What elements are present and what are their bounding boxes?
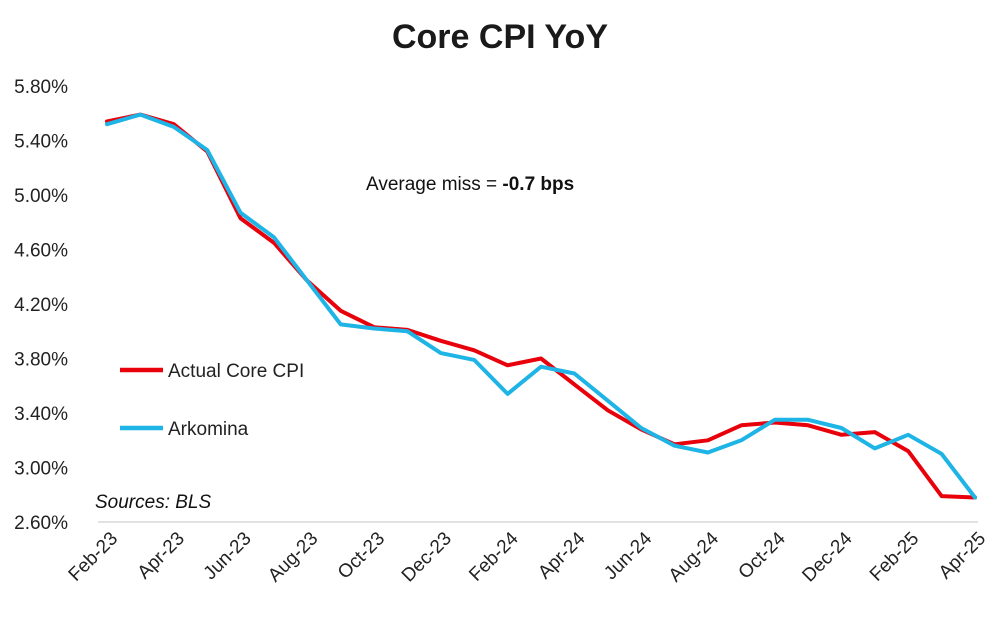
legend-label-arkomina: Arkomina: [168, 419, 249, 440]
x-tick-label: Apr-23: [134, 528, 189, 583]
x-tick-label: Dec-24: [798, 528, 856, 586]
source-note: Sources: BLS: [95, 492, 211, 513]
y-tick-label: 5.00%: [14, 186, 68, 207]
x-tick-label: Jun-23: [200, 528, 256, 584]
x-axis-ticks: Feb-23 Apr-23 Jun-23 Aug-23 Oct-23 Dec-23 Feb-…: [65, 528, 990, 586]
legend-label-actual: Actual Core CPI: [168, 361, 304, 382]
x-tick-label: Aug-24: [665, 528, 723, 586]
y-tick-label: 4.60%: [14, 241, 68, 262]
y-tick-label: 3.40%: [14, 404, 68, 425]
chart-title: Core CPI YoY: [392, 18, 608, 56]
average-miss-annotation: Average miss = -0.7 bps: [366, 174, 574, 195]
average-miss-value: -0.7 bps: [502, 174, 574, 195]
x-tick-label: Feb-24: [465, 528, 523, 586]
series-layer: [105, 112, 977, 500]
y-axis-ticks: 5.80% 5.40% 5.00% 4.60% 4.20% 3.80% 3.40% 3.00%…: [14, 77, 68, 534]
y-tick-label: 3.80%: [14, 350, 68, 371]
x-tick-label: Oct-23: [334, 528, 389, 583]
y-tick-label: 4.20%: [14, 295, 68, 316]
average-miss-prefix: Average miss =: [366, 174, 502, 195]
x-tick-label: Aug-23: [264, 528, 322, 586]
y-tick-label: 5.40%: [14, 132, 68, 153]
x-tick-label: Jun-24: [600, 528, 656, 584]
series-line-arkomina: [105, 112, 977, 500]
x-tick-label: Apr-25: [935, 528, 990, 583]
x-tick-label: Apr-24: [534, 528, 589, 583]
legend: Actual Core CPI Arkomina: [120, 361, 304, 440]
series-line-actual-core-cpi: [105, 112, 977, 500]
x-tick-label: Feb-25: [866, 528, 923, 585]
x-tick-label: Oct-24: [735, 528, 790, 583]
x-tick-label: Dec-23: [398, 528, 456, 586]
y-tick-label: 2.60%: [14, 513, 68, 534]
y-tick-label: 5.80%: [14, 77, 68, 98]
y-tick-label: 3.00%: [14, 459, 68, 480]
x-tick-label: Feb-23: [65, 528, 122, 585]
